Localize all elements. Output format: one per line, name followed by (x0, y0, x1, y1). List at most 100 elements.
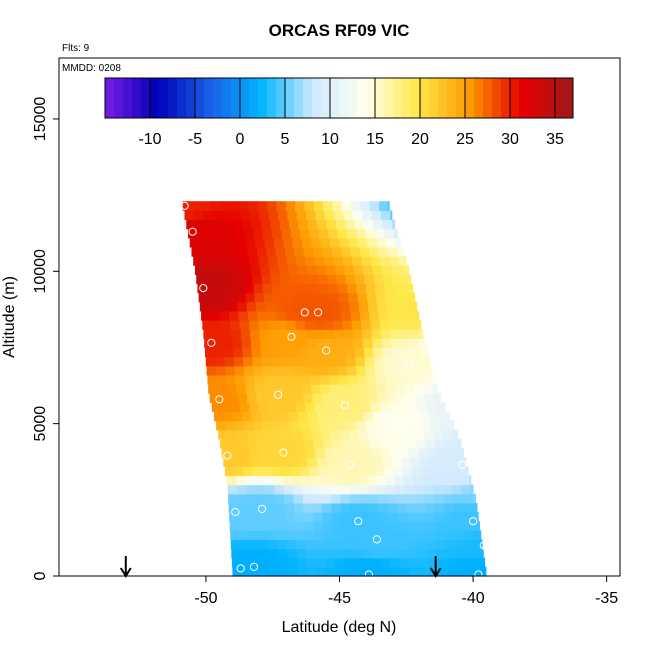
heatmap-cell (268, 256, 278, 266)
heatmap-cell (323, 530, 334, 541)
heatmap-cell (282, 475, 293, 486)
heatmap-cell (258, 256, 269, 266)
heatmap-cell (346, 365, 357, 376)
heatmap-cell (341, 521, 352, 531)
heatmap-cell (238, 438, 249, 449)
heatmap-cell (422, 475, 433, 486)
heatmap-cell (361, 402, 372, 413)
heatmap-cell (187, 228, 198, 239)
heatmap-cell (403, 283, 414, 294)
heatmap-cell (272, 228, 283, 239)
heatmap-cell (237, 393, 248, 403)
heatmap-cell (218, 429, 229, 440)
heatmap-cell (363, 219, 374, 230)
heatmap-cell (248, 530, 259, 541)
heatmap-cell (262, 283, 273, 294)
heatmap-cell (215, 356, 226, 367)
heatmap-cell (418, 329, 424, 339)
heatmap-cell (316, 338, 327, 349)
heatmap-cell (270, 347, 281, 358)
heatmap-cell (288, 411, 299, 422)
heatmap-cell (240, 329, 251, 339)
heatmap-cell (287, 557, 298, 568)
heatmap-cell (292, 237, 303, 248)
heatmap-cell (367, 237, 378, 248)
heatmap-cell (199, 301, 210, 312)
heatmap-cell (322, 310, 333, 321)
heatmap-cell (328, 365, 339, 376)
heatmap-cell (250, 329, 261, 339)
heatmap-cell (214, 347, 225, 358)
heatmap-cell (295, 402, 306, 413)
heatmap-cell (232, 566, 243, 577)
heatmap-cell (393, 283, 404, 294)
flights-label: Flts: 9 (62, 43, 90, 54)
heatmap-cell (324, 402, 334, 413)
heatmap-cell (275, 310, 286, 321)
heatmap-cell (333, 402, 344, 413)
heatmap-cell (324, 210, 335, 221)
heatmap-cell (286, 402, 297, 413)
heatmap-cell (416, 512, 427, 522)
heatmap-cell (409, 338, 420, 349)
heatmap-cell (305, 402, 316, 413)
heatmap-cell (256, 246, 267, 257)
heatmap-cell (309, 228, 320, 239)
heatmap-cell (353, 557, 364, 568)
heatmap-cell (339, 429, 350, 440)
heatmap-cell (346, 228, 357, 239)
heatmap-cell (418, 448, 428, 458)
heatmap-cell (282, 374, 293, 385)
heatmap-cell (296, 539, 307, 550)
heatmap-cell (349, 493, 360, 504)
heatmap-cell (267, 521, 278, 531)
heatmap-cell (279, 411, 290, 422)
heatmap-cell (348, 292, 359, 303)
heatmap-cell (313, 438, 324, 449)
heatmap-cell (319, 374, 330, 385)
heatmap-cell (331, 310, 342, 321)
colorbar-tick-label: 15 (366, 131, 384, 148)
heatmap-cell (381, 566, 392, 577)
heatmap-cell (322, 502, 333, 513)
heatmap-cell (363, 265, 374, 275)
heatmap-cell (461, 493, 472, 504)
sample-point (300, 308, 309, 317)
heatmap-cell (438, 566, 449, 577)
heatmap-cell (193, 210, 204, 221)
heatmap-cell (393, 420, 404, 431)
heatmap-cell (297, 557, 308, 568)
heatmap-cell (399, 329, 410, 339)
heatmap-cell (414, 301, 418, 312)
heatmap-cell (283, 429, 294, 440)
heatmap-cell (254, 475, 265, 486)
heatmap-cell (474, 557, 485, 568)
heatmap-cell (400, 566, 411, 577)
heatmap-cell (221, 448, 232, 458)
heatmap-cell (400, 557, 411, 568)
heatmap-cell (453, 438, 462, 449)
heatmap-cell (377, 493, 388, 504)
heatmap-cell (410, 411, 421, 422)
heatmap-cell (251, 411, 262, 422)
heatmap-cell (355, 274, 366, 285)
heatmap-cell (218, 301, 229, 312)
heatmap-cell (433, 484, 444, 495)
heatmap-cell (449, 466, 460, 477)
heatmap-cell (337, 365, 348, 376)
heatmap-cell (284, 393, 295, 403)
heatmap-cell (279, 566, 290, 577)
heatmap-cell (356, 365, 367, 376)
heatmap-cell (311, 237, 322, 248)
heatmap-cell (279, 219, 290, 230)
heatmap-cell (283, 237, 294, 248)
heatmap-cell (305, 448, 316, 458)
heatmap-cell (328, 374, 339, 385)
sample-points (180, 188, 601, 579)
heatmap-cell (450, 475, 461, 486)
heatmap-cell (375, 283, 386, 294)
heatmap-cell (232, 338, 243, 349)
heatmap-cell (213, 338, 224, 349)
heatmap-cell (408, 402, 419, 413)
heatmap-cell (382, 411, 393, 422)
